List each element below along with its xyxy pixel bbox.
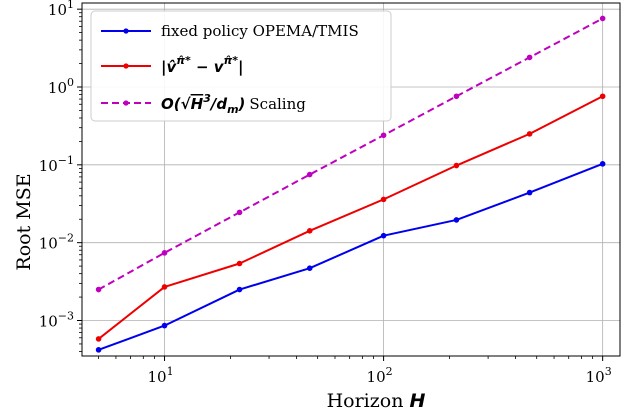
legend: fixed policy OPEMA/TMIS |v̂π̂* − vπ̂*| O… (90, 10, 392, 122)
x-axis-label: Horizon H (327, 390, 426, 412)
data-point (236, 260, 243, 267)
y-axis-label: Root MSE (13, 173, 35, 270)
plot-area-frame (81, 2, 621, 357)
x-tick-label: 101 (147, 365, 173, 386)
data-point (599, 93, 606, 100)
data-point (526, 54, 533, 61)
series-1 (95, 161, 606, 353)
data-point (453, 162, 460, 169)
data-point (453, 93, 460, 100)
axis-ticks: 101 102 103 10−3 10−2 10−1 100 101 (39, 0, 612, 386)
legend-label-2: |v̂π̂* − vπ̂*| (161, 54, 243, 77)
legend-entry-3: O(√H3/dm) Scaling (101, 92, 306, 116)
data-point (161, 250, 168, 256)
data-point (95, 347, 102, 353)
legend-box (90, 10, 392, 122)
legend-entry-1: fixed policy OPEMA/TMIS (101, 22, 359, 40)
data-point (236, 286, 243, 293)
data-point (526, 189, 533, 196)
series-line (97, 95, 604, 340)
x-axis-label-var: H (410, 390, 426, 412)
series-layer (95, 15, 606, 353)
series-line (98, 162, 604, 351)
series-2 (95, 93, 606, 342)
y-tick-label: 101 (48, 0, 74, 19)
y-tick-label: 10−2 (39, 232, 74, 253)
data-point (380, 132, 387, 139)
data-point (306, 265, 313, 271)
data-point (95, 286, 102, 293)
series-3 (95, 15, 606, 293)
x-tick-label: 103 (586, 365, 612, 386)
legend-label-3-suffix: Scaling (249, 95, 306, 113)
series-line (98, 17, 604, 291)
data-point (380, 232, 387, 239)
legend-marker-3 (123, 100, 129, 106)
y-tick-label: 10−1 (39, 154, 74, 175)
legend-label-3: O(√H3/dm) Scaling (161, 92, 306, 116)
data-point (453, 217, 460, 223)
data-point (161, 322, 168, 329)
legend-marker-2 (123, 63, 129, 69)
data-point (161, 284, 168, 290)
data-point (380, 196, 387, 203)
data-point (306, 171, 313, 178)
data-point (526, 131, 533, 137)
data-point (599, 161, 606, 167)
y-tick-label: 100 (48, 76, 74, 97)
legend-entry-2: |v̂π̂* − vπ̂*| (101, 54, 243, 77)
data-point (306, 228, 313, 234)
x-axis-label-text: Horizon (327, 390, 410, 412)
data-point (236, 209, 243, 216)
legend-marker-1 (123, 28, 129, 34)
x-tick-label: 102 (367, 365, 393, 386)
legend-label-1: fixed policy OPEMA/TMIS (161, 22, 359, 40)
y-tick-label: 10−3 (39, 310, 74, 331)
data-point (95, 336, 102, 342)
data-point (599, 15, 606, 22)
